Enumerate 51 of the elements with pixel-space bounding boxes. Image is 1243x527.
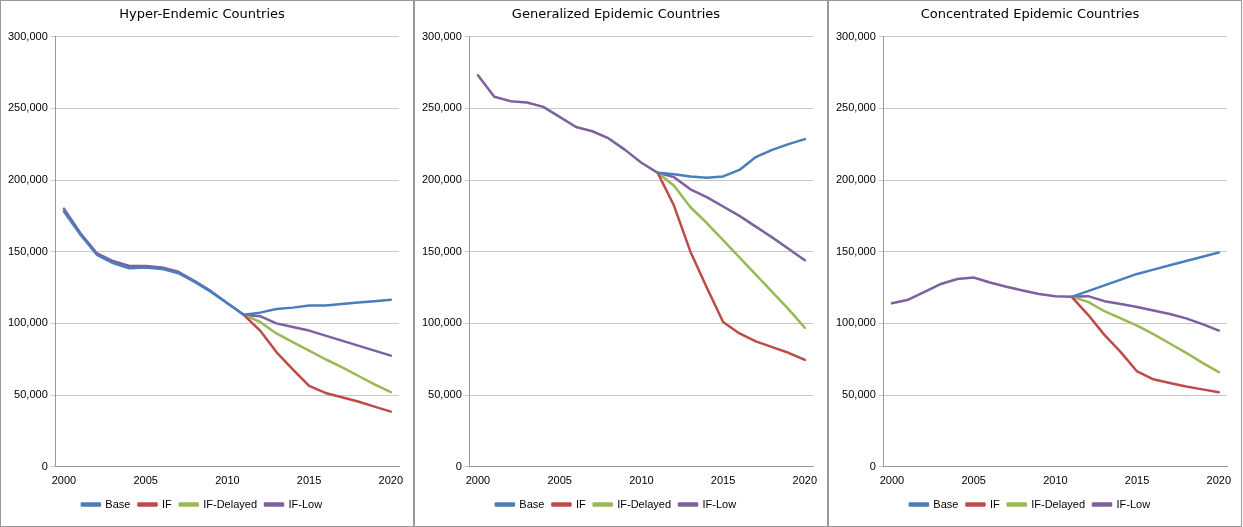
y-tick-label: 250,000 [8, 101, 48, 114]
y-tick-label: 0 [41, 459, 48, 472]
y-tick-label: 50,000 [842, 388, 876, 401]
x-tick-label: 2000 [51, 474, 77, 487]
x-tick-label: 2020 [378, 474, 404, 487]
legend-label: IF-Low [702, 497, 737, 510]
y-tick-label: 300,000 [836, 29, 876, 42]
y-tick-label: 150,000 [422, 244, 462, 257]
y-tick-label: 0 [455, 459, 462, 472]
x-tick-label: 2005 [547, 474, 572, 487]
legend-label: IF [989, 497, 1000, 510]
legend-label: IF-Delayed [617, 497, 672, 510]
legend-label: IF-Delayed [203, 497, 258, 510]
legend-label: IF-Delayed [1031, 497, 1086, 510]
chart-title: Generalized Epidemic Countries [511, 6, 721, 22]
x-tick-label: 2010 [629, 474, 654, 487]
x-tick-label: 2005 [961, 474, 986, 487]
legend-label: IF [161, 497, 172, 510]
legend-label: IF-Low [288, 497, 323, 510]
y-tick-label: 100,000 [8, 316, 48, 329]
y-tick-label: 250,000 [836, 101, 876, 114]
legend-label: Base [933, 497, 959, 510]
y-tick-label: 150,000 [836, 244, 876, 257]
y-tick-label: 0 [869, 459, 876, 472]
y-tick-label: 150,000 [8, 244, 48, 257]
legend-label: Base [519, 497, 545, 510]
x-tick-label: 2020 [792, 474, 818, 487]
legend-label: IF-Low [1116, 497, 1151, 510]
y-tick-label: 50,000 [14, 388, 48, 401]
legend-label: IF [575, 497, 586, 510]
x-tick-label: 2015 [1124, 474, 1150, 487]
y-tick-label: 300,000 [8, 29, 48, 42]
chart-title: Hyper-Endemic Countries [119, 6, 285, 22]
y-tick-label: 250,000 [422, 101, 462, 114]
y-tick-label: 200,000 [8, 173, 48, 186]
y-tick-label: 200,000 [836, 173, 876, 186]
x-tick-label: 2000 [465, 474, 491, 487]
legend-label: Base [105, 497, 131, 510]
y-tick-label: 50,000 [428, 388, 462, 401]
x-tick-label: 2020 [1206, 474, 1232, 487]
y-tick-label: 300,000 [422, 29, 462, 42]
y-tick-label: 200,000 [422, 173, 462, 186]
x-tick-label: 2005 [133, 474, 158, 487]
y-tick-label: 100,000 [422, 316, 462, 329]
x-tick-label: 2015 [710, 474, 736, 487]
x-tick-label: 2010 [1043, 474, 1068, 487]
chart-title: Concentrated Epidemic Countries [920, 6, 1140, 22]
x-tick-label: 2000 [879, 474, 905, 487]
y-tick-label: 100,000 [836, 316, 876, 329]
x-tick-label: 2010 [215, 474, 240, 487]
x-tick-label: 2015 [296, 474, 322, 487]
